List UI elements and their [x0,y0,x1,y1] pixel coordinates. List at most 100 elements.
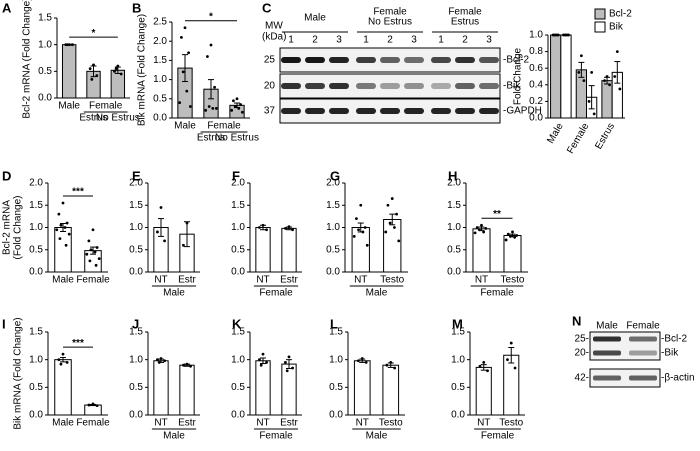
blot-group-label: Estrus [451,17,479,28]
y-tick-label: 0.0 [231,267,245,278]
x-tick-label: Estrus [593,121,617,151]
bar [281,227,297,273]
lane-label: 1 [363,35,369,46]
blot-band [404,108,424,114]
group-label: Male [163,288,185,299]
panel-letter: I [2,316,6,331]
legend-swatch [594,21,606,33]
group-label: Female [259,431,293,442]
data-point [89,248,93,252]
bar [351,227,370,273]
data-point [352,235,356,238]
x-tick-label: Testo [379,418,403,429]
data-point [590,70,594,74]
data-point [156,230,159,234]
y-tick-label: 1.0 [129,354,143,365]
error-bar [60,222,66,233]
x-tick-label: Estr [280,418,298,429]
panel-letter: G [330,168,340,183]
blot-group-label: No Estrus [368,17,412,28]
bar [61,44,77,99]
data-point [185,362,189,366]
y-tick-label: 1.5 [231,327,245,338]
data-point [365,243,369,247]
y-tick-label: 0.2 [529,96,543,107]
mw-label: MW [265,21,283,32]
data-point [390,197,394,200]
y-tick-label: 1.5 [38,13,52,24]
y-tick-label: 0.5 [29,382,43,393]
data-point [482,361,486,364]
bar [353,360,371,416]
data-point [261,223,265,227]
data-point [605,75,609,78]
y-tick-label: 0.5 [329,382,343,393]
error-bar [588,85,595,110]
data-point [554,33,558,37]
y-tick-label: 1.0 [329,354,343,365]
data-point [59,362,63,366]
x-tick-label: Testo [499,418,523,429]
data-point [357,228,360,232]
error-bar [389,213,396,226]
data-point [480,223,483,227]
data-point [66,43,69,47]
error-bar [260,357,266,365]
bar [601,80,613,119]
bar [110,69,126,99]
y-tick-label: 1.0 [29,222,43,233]
data-point [59,223,63,227]
panel-letter: H [448,168,457,183]
mw-label: 25- [575,334,589,345]
data-point [214,107,218,110]
error-bar [90,246,96,255]
y-tick-label: 0.5 [129,244,143,255]
lane-label: 3 [336,35,342,46]
data-point [577,70,581,74]
data-point [395,212,398,216]
panel-letter: E [132,168,141,183]
panel-letter: K [232,316,242,331]
data-point [356,359,360,363]
data-point [515,234,519,237]
data-point [393,366,397,370]
data-point [284,226,287,230]
x-tick-label: Testo [501,275,525,286]
data-point [506,232,510,236]
data-point [157,361,161,364]
x-tick-label: Estr [178,275,196,286]
blot-band [356,108,376,114]
blot-band [479,83,499,89]
blot-band [455,83,475,89]
y-tick-label: 1.5 [231,200,245,211]
blot-group-label: Female [448,7,482,18]
data-point [188,105,192,108]
blot-band [593,336,621,342]
bar [560,34,572,119]
y-tick-label: 0.5 [231,382,245,393]
protein-label: -β-actin [661,373,695,384]
data-point [92,63,95,67]
y-tick-label: 0.0 [529,113,543,124]
data-point [159,206,163,209]
y-tick-label: 0.5 [451,382,465,393]
error-bar [480,364,487,371]
protein-label: -Bcl-2 [503,55,530,66]
y-tick-label: 0.6 [529,63,543,74]
data-point [71,43,74,47]
data-point [91,228,95,232]
y-tick-label: 0.4 [529,79,543,90]
x-tick-label: Male [52,418,74,429]
y-tick-label: 0.8 [529,46,543,57]
data-point [239,103,242,106]
error-bar [208,79,214,100]
y-axis-label: Bcl-2 mRNA [2,200,13,255]
significance-label: ** [493,209,501,220]
y-tick-label: 1.0 [231,354,245,365]
lane-label: 3 [486,35,492,46]
blot-band [431,57,451,63]
bar [472,228,491,273]
significance-label: * [92,28,96,39]
mw-label: (kDa) [262,32,286,43]
data-point [113,69,116,73]
